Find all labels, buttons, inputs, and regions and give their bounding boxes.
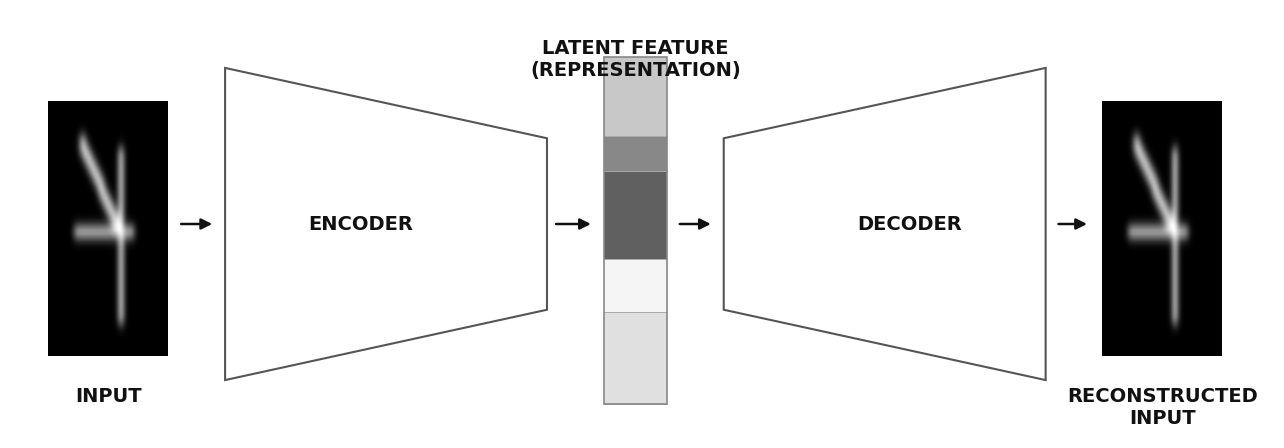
Bar	[603, 259, 666, 312]
Polygon shape	[724, 68, 1045, 380]
Text: ENCODER: ENCODER	[308, 215, 413, 233]
Bar	[603, 171, 666, 259]
Text: INPUT: INPUT	[74, 387, 141, 406]
Bar	[603, 136, 666, 171]
Bar	[603, 312, 666, 404]
Text: DECODER: DECODER	[858, 215, 962, 233]
Text: LATENT FEATURE
(REPRESENTATION): LATENT FEATURE (REPRESENTATION)	[530, 39, 741, 80]
Bar	[603, 57, 666, 136]
Bar	[603, 57, 666, 404]
Text: RECONSTRUCTED
INPUT: RECONSTRUCTED INPUT	[1067, 387, 1258, 428]
Polygon shape	[225, 68, 547, 380]
